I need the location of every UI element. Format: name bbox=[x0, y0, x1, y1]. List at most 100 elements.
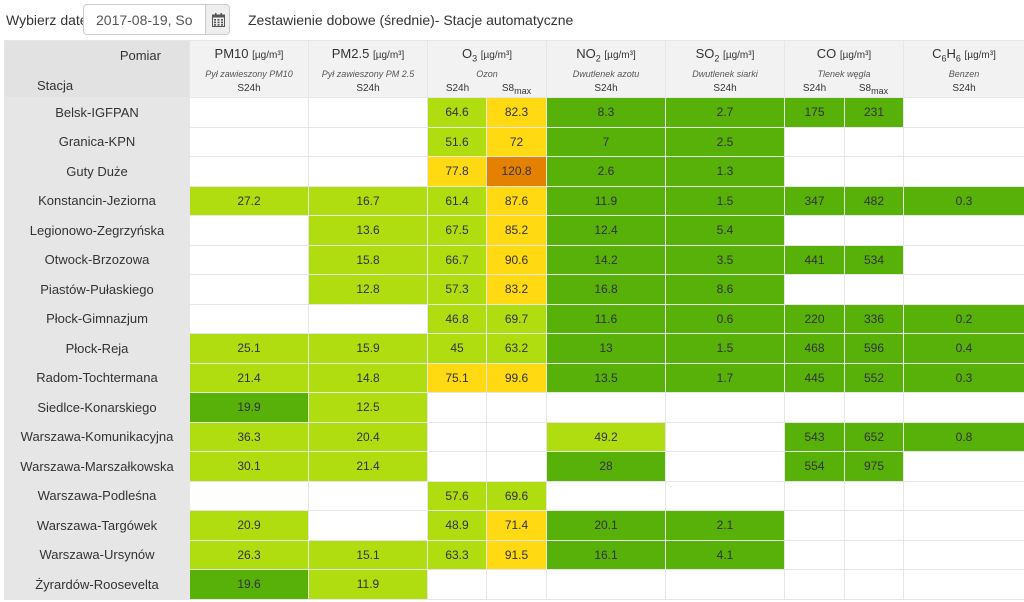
measurement-cell: 554 bbox=[784, 451, 845, 482]
measurement-cell: 27.2 bbox=[189, 185, 309, 216]
pollutant-sub: 2 bbox=[595, 53, 601, 64]
pollutant-name: PM2.5 bbox=[331, 46, 370, 61]
measurement-cell: 12.5 bbox=[308, 392, 428, 423]
measurement-cell: 57.6 bbox=[427, 480, 487, 511]
station-name[interactable]: Płock-Reja bbox=[4, 333, 190, 364]
measurement-cell bbox=[784, 392, 845, 423]
measurement-cell bbox=[486, 392, 547, 423]
measurement-cell: 71.4 bbox=[486, 510, 547, 541]
station-name[interactable]: Żyrardów-Roosevelta bbox=[4, 569, 190, 600]
measurement-cell: 15.8 bbox=[308, 244, 428, 275]
measurement-cell: 5.4 bbox=[665, 215, 785, 246]
measurement-cell: 231 bbox=[844, 97, 904, 128]
measurement-cell: 19.6 bbox=[189, 569, 309, 600]
measurement-cell: 120.8 bbox=[486, 156, 547, 187]
pollutant-desc: Pył zawieszony PM 2.5 bbox=[321, 69, 415, 79]
measurement-cell bbox=[189, 303, 309, 334]
station-name[interactable]: Radom-Tochtermana bbox=[4, 362, 190, 393]
pollutant-sub: 2 bbox=[714, 53, 720, 64]
pollutant-name: NO bbox=[576, 46, 596, 61]
measurement-cell: 0.4 bbox=[903, 333, 1024, 364]
station-name[interactable]: Otwock-Brzozowa bbox=[4, 244, 190, 275]
measurement-cell bbox=[665, 569, 785, 600]
station-name[interactable]: Warszawa-Marszałkowska bbox=[4, 451, 190, 482]
measurement-cell: 596 bbox=[844, 333, 904, 364]
pollutant-desc: Tlenek węgla bbox=[817, 69, 871, 79]
station-name[interactable]: Granica-KPN bbox=[4, 126, 190, 157]
measurement-cell: 63.2 bbox=[486, 333, 547, 364]
measurement-cell: 14.8 bbox=[308, 362, 428, 393]
corner-header: Pomiar Stacja bbox=[4, 40, 190, 98]
station-name[interactable]: Siedlce-Konarskiego bbox=[4, 392, 190, 423]
measurement-cell: 1.7 bbox=[665, 362, 785, 393]
measurement-cell: 11.9 bbox=[308, 569, 428, 600]
measurement-cell: 13.5 bbox=[546, 362, 666, 393]
measurement-cell bbox=[844, 215, 904, 246]
measurement-cell: 14.2 bbox=[546, 244, 666, 275]
measurement-cell bbox=[308, 156, 428, 187]
table-row: Warszawa-Ursynów 26.3 15.1 63.3 91.5 16.1 4.1 bbox=[4, 539, 1024, 570]
measurement-cell: 12.8 bbox=[308, 274, 428, 305]
pollutant-unit: [µg/m³] bbox=[839, 50, 872, 61]
table-row: Warszawa-Podleśna 57.6 69.6 bbox=[4, 480, 1024, 511]
measurement-cell: 72 bbox=[486, 126, 547, 157]
measurement-cell bbox=[784, 215, 845, 246]
table-row: Siedlce-Konarskiego 19.9 12.5 bbox=[4, 392, 1024, 423]
station-name[interactable]: Guty Duże bbox=[4, 156, 190, 187]
measurement-cell: 2.5 bbox=[665, 126, 785, 157]
date-input[interactable] bbox=[83, 4, 205, 35]
measurement-cell: 11.6 bbox=[546, 303, 666, 334]
pollutant-header-so2: SO2 [µg/m³] Dwutlenek siarki S24h bbox=[665, 40, 785, 98]
measurement-cell: 67.5 bbox=[427, 215, 487, 246]
measurement-cell: 220 bbox=[784, 303, 845, 334]
station-name[interactable]: Piastów-Pułaskiego bbox=[4, 274, 190, 305]
air-quality-table: Pomiar Stacja PM10 [µg/m³] Pył zawieszon… bbox=[4, 40, 1024, 600]
measurement-cell bbox=[665, 421, 785, 452]
measurement-cell bbox=[903, 97, 1024, 128]
measurement-cell: 3.5 bbox=[665, 244, 785, 275]
measurement-cell bbox=[665, 480, 785, 511]
measurement-cell bbox=[844, 480, 904, 511]
pollutant-desc: Ozon bbox=[476, 69, 498, 79]
measurement-cell: 48.9 bbox=[427, 510, 487, 541]
measurement-cell: 0.3 bbox=[903, 362, 1024, 393]
measurement-cell bbox=[189, 97, 309, 128]
subscript: max bbox=[514, 86, 532, 96]
station-name[interactable]: Warszawa-Ursynów bbox=[4, 539, 190, 570]
measurement-cell: 21.4 bbox=[308, 451, 428, 482]
measurement-cell: 49.2 bbox=[546, 421, 666, 452]
calendar-icon bbox=[212, 13, 225, 27]
measurement-cell: 46.8 bbox=[427, 303, 487, 334]
measurement-cell bbox=[486, 421, 547, 452]
station-name[interactable]: Płock-Gimnazjum bbox=[4, 303, 190, 334]
station-name[interactable]: Legionowo-Zegrzyńska bbox=[4, 215, 190, 246]
station-name[interactable]: Warszawa-Targówek bbox=[4, 510, 190, 541]
table-row: Płock-Reja 25.1 15.9 45 63.2 13 1.5 468 596 0.4 bbox=[4, 333, 1024, 364]
measurement-cell: 69.7 bbox=[486, 303, 547, 334]
avg-label: S8max bbox=[858, 83, 889, 96]
table-body: Belsk-IGFPAN 64.6 82.3 8.3 2.7 175 231 Granica-… bbox=[4, 97, 1024, 600]
calendar-button[interactable] bbox=[205, 4, 230, 35]
measurement-cell: 0.2 bbox=[903, 303, 1024, 334]
measurement-cell: 347 bbox=[784, 185, 845, 216]
avg-label: S24h bbox=[445, 83, 470, 94]
measurement-cell bbox=[308, 303, 428, 334]
measurement-cell: 1.5 bbox=[665, 333, 785, 364]
station-name[interactable]: Warszawa-Komunikacyjna bbox=[4, 421, 190, 452]
pollutant-desc: Dwutlenek siarki bbox=[692, 69, 758, 79]
measurement-cell bbox=[546, 480, 666, 511]
measurement-cell bbox=[546, 392, 666, 423]
measurement-cell bbox=[903, 215, 1024, 246]
station-name[interactable]: Konstancin-Jeziorna bbox=[4, 185, 190, 216]
station-name[interactable]: Belsk-IGFPAN bbox=[4, 97, 190, 128]
measurement-cell bbox=[784, 274, 845, 305]
pollutant-header-co: CO [µg/m³] Tlenek węgla S24h S8max bbox=[784, 40, 904, 98]
measurement-cell: 13 bbox=[546, 333, 666, 364]
measurement-cell: 63.3 bbox=[427, 539, 487, 570]
measurement-cell: 90.6 bbox=[486, 244, 547, 275]
measurement-cell: 45 bbox=[427, 333, 487, 364]
station-name[interactable]: Warszawa-Podleśna bbox=[4, 480, 190, 511]
measurement-cell: 1.5 bbox=[665, 185, 785, 216]
measurement-cell: 20.1 bbox=[546, 510, 666, 541]
measurement-cell: 51.6 bbox=[427, 126, 487, 157]
